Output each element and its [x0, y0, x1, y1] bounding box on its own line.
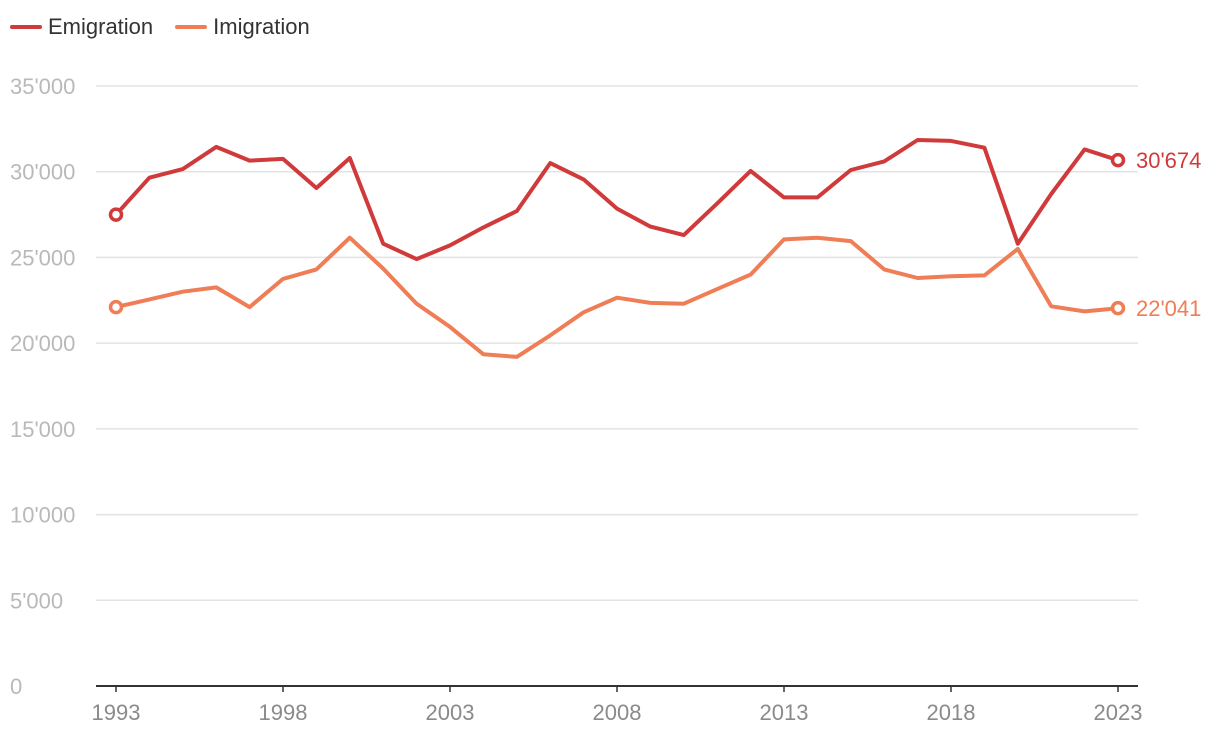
- y-tick-label-5: 25'000: [10, 245, 75, 270]
- y-tick-label-1: 5'000: [10, 588, 63, 613]
- end-value-label-imigration: 22'041: [1136, 296, 1201, 321]
- legend: Emigration Imigration: [10, 14, 310, 40]
- y-tick-label-3: 15'000: [10, 417, 75, 442]
- x-tick-label-2: 2003: [426, 700, 475, 725]
- series-line-imigration: [114, 235, 1120, 359]
- x-tick-label-1: 1998: [259, 700, 308, 725]
- legend-swatch-imigration: [175, 25, 208, 29]
- y-tick-label-0: 0: [10, 674, 22, 699]
- endpoint-marker-emigration-end: [1110, 152, 1126, 168]
- y-tick-label-2: 10'000: [10, 503, 75, 528]
- endpoint-marker-imigration-end: [1110, 300, 1126, 316]
- legend-item-emigration[interactable]: Emigration: [10, 14, 153, 40]
- end-value-label-emigration: 30'674: [1136, 148, 1201, 173]
- endpoint-marker-imigration-start: [108, 299, 124, 315]
- y-tick-label-6: 30'000: [10, 160, 75, 185]
- legend-swatch-emigration: [10, 25, 42, 29]
- x-tick-label-4: 2013: [760, 700, 809, 725]
- x-tick-label-0: 1993: [92, 700, 141, 725]
- legend-label-imigration: Imigration: [213, 14, 310, 39]
- y-tick-label-7: 35'000: [10, 74, 75, 99]
- series-line-emigration: [114, 138, 1120, 262]
- x-tick-label-6: 2023: [1094, 700, 1143, 725]
- x-tick-label-5: 2018: [927, 700, 976, 725]
- y-tick-label-4: 20'000: [10, 331, 75, 356]
- legend-label-emigration: Emigration: [48, 14, 154, 39]
- legend-item-imigration[interactable]: Imigration: [175, 14, 310, 40]
- endpoint-marker-emigration-start: [108, 207, 124, 222]
- x-tick-label-3: 2008: [593, 700, 642, 725]
